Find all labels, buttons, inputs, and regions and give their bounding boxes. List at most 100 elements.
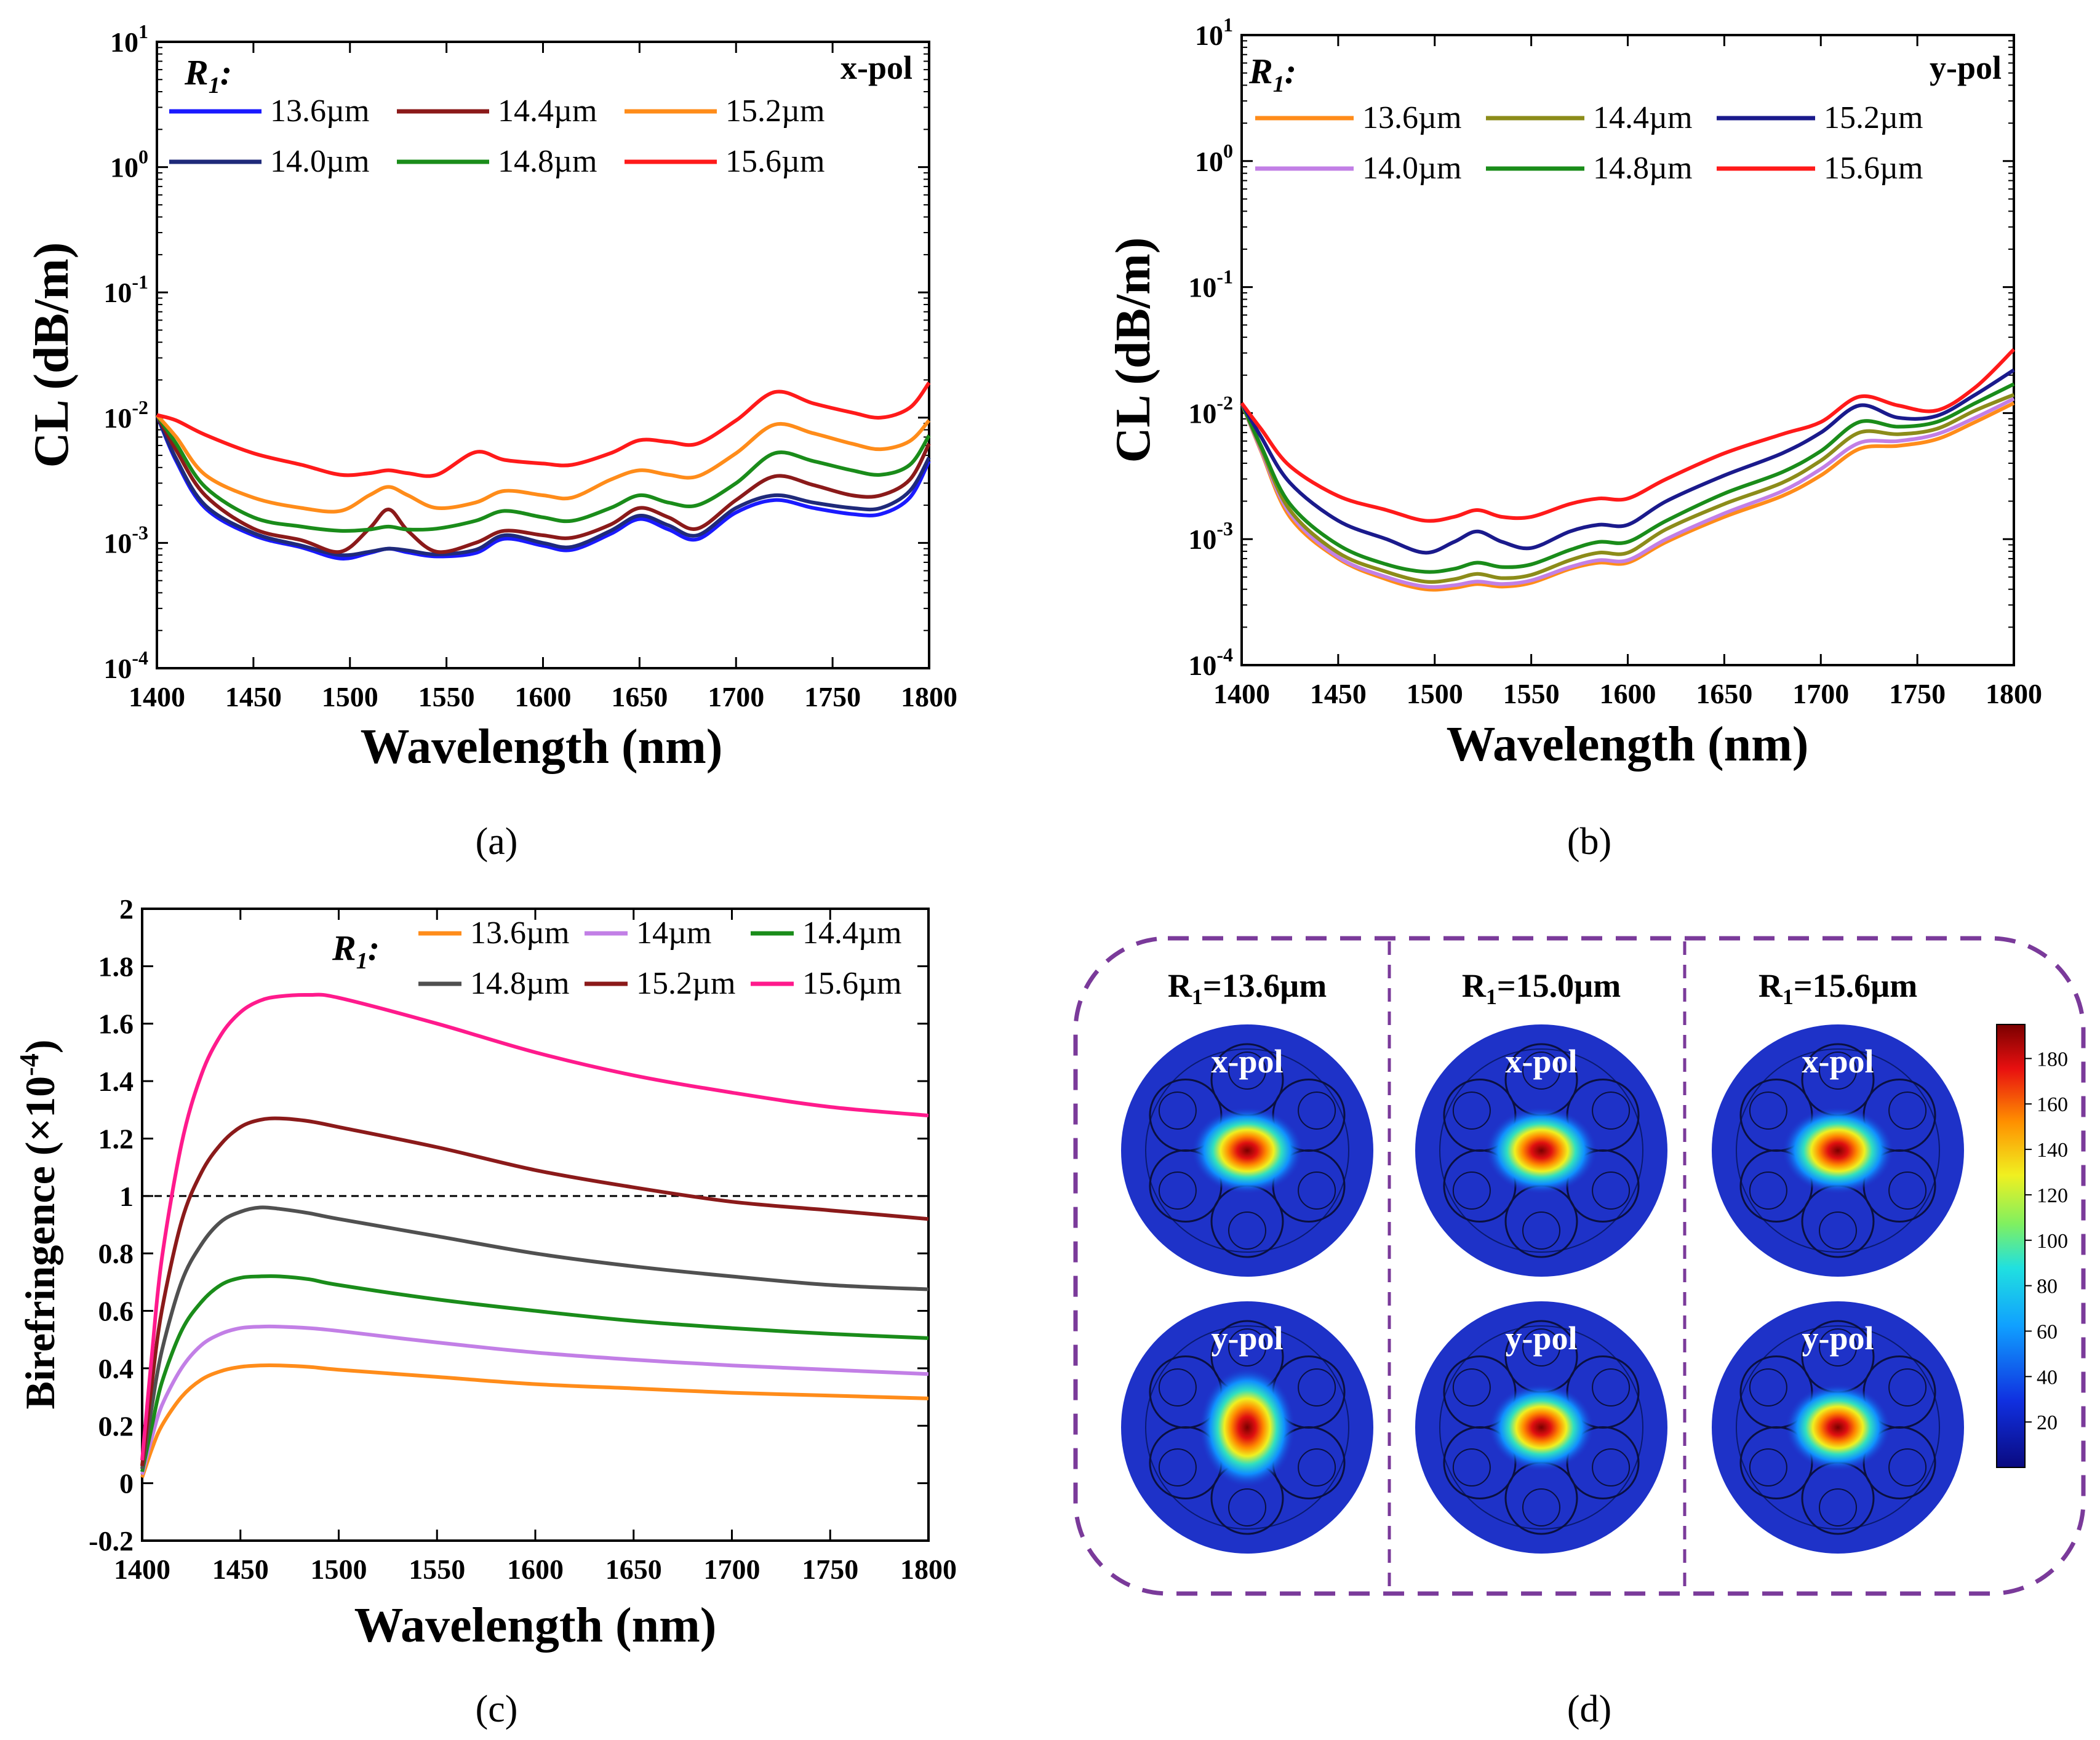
legend-label: 13.6µm: [1362, 100, 1461, 135]
polarization-label: y-pol: [1802, 1320, 1874, 1357]
column-title: R1=15.6µm: [1759, 967, 1917, 1009]
nested-tube: [1298, 1091, 1336, 1130]
column-title: R1=15.0µm: [1462, 967, 1621, 1009]
y-tick-label: 100: [110, 146, 148, 183]
x-tick-label: 1400: [129, 681, 185, 712]
y-axis-ticks: 10-4 10-3 10-2 10-1 100 101: [103, 20, 929, 684]
y-tick-label: 10-4: [103, 647, 148, 684]
nested-tube: [1522, 1052, 1560, 1090]
nested-tube: [1819, 1211, 1857, 1250]
x-axis-ticks: 1400 1450 1500 1550 1600 1650 1700 1750 1800: [1213, 35, 2042, 709]
colorbar-tick-label: 80: [2037, 1275, 2058, 1298]
legend-label: 15.6µm: [1824, 151, 1923, 186]
series-line-14.8µm: [155, 413, 931, 533]
series-line-14.4µm: [140, 1274, 929, 1472]
panel-c-chart: 1400 1450 1500 1550 1600 1650 1700 1750 1800 -0.…: [14, 893, 957, 1730]
panel-label: (b): [1567, 821, 1611, 863]
series-line-15.2µm: [1240, 368, 2015, 555]
colorbar-tick-label: 20: [2037, 1411, 2058, 1434]
nested-tube: [1452, 1448, 1491, 1487]
panel-label: (d): [1567, 1688, 1611, 1730]
legend-label: 13.6µm: [470, 916, 569, 951]
colorbar: 180 160 140 120 100 80 60 40 20: [1996, 1024, 2068, 1468]
nested-tube: [1158, 1091, 1197, 1130]
legend: 13.6µm 14.4µm 15.2µm 14.0µm 14.8µm 15.6µm: [169, 94, 824, 179]
nested-tube: [1228, 1211, 1266, 1250]
x-tick-label: 1650: [611, 681, 668, 712]
legend-title: R1:: [332, 928, 380, 974]
x-tick-label: 1400: [114, 1554, 170, 1585]
colorbar-tick-label: 140: [2037, 1139, 2068, 1162]
colorbar-tick-label: 160: [2037, 1093, 2068, 1116]
nested-tube: [1452, 1368, 1491, 1407]
y-axis-label: CL (dB/m): [1106, 237, 1160, 463]
panel-label: (a): [476, 821, 518, 863]
series-line-15.2µm: [155, 413, 931, 514]
nested-tube: [1158, 1368, 1197, 1407]
series-line-14.0µm: [155, 414, 931, 557]
x-tick-label: 1800: [900, 1554, 957, 1585]
x-axis-label: Wavelength (nm): [354, 1598, 717, 1653]
x-tick-label: 1800: [901, 681, 957, 712]
nested-tube: [1592, 1448, 1631, 1487]
nested-tube: [1452, 1171, 1491, 1210]
legend-label: 15.2µm: [1824, 100, 1923, 135]
legend-label: 14.8µm: [470, 966, 569, 1001]
legend-title: R1:: [1248, 51, 1296, 97]
colorbar-tick-label: 180: [2037, 1048, 2068, 1071]
mode-intensity-spot: [1783, 1107, 1893, 1194]
polarization-label: x-pol: [840, 49, 912, 86]
mode-column-1: R1=13.6µm x-pol y-pol: [1121, 967, 1373, 1554]
legend-label: 14.4µm: [498, 94, 597, 129]
mode-field-y-pol: y-pol: [1415, 1301, 1667, 1554]
y-tick-label: 10-2: [1188, 391, 1233, 429]
mode-columns: R1=13.6µmx-poly-polR1=15.0µmx-poly-polR1…: [1121, 967, 1964, 1554]
nested-tube: [1592, 1171, 1631, 1210]
series-line-15.6µm: [156, 381, 931, 478]
nested-tube: [1522, 1211, 1560, 1250]
y-tick-label: 101: [110, 20, 148, 58]
mode-column-3: R1=15.6µm x-pol y-pol: [1712, 967, 1964, 1554]
colorbar-bar: [1996, 1024, 2026, 1468]
x-tick-label: 1700: [704, 1554, 761, 1585]
series-group: [140, 992, 929, 1479]
mode-field-x-pol: x-pol: [1121, 1024, 1373, 1277]
nested-tube: [1749, 1368, 1787, 1407]
x-tick-label: 1500: [322, 681, 378, 712]
legend-label: 14.8µm: [1593, 151, 1692, 186]
x-tick-label: 1550: [1503, 678, 1560, 709]
x-tick-label: 1700: [1792, 678, 1849, 709]
legend-label: 15.6µm: [725, 144, 824, 179]
nested-tube: [1819, 1488, 1857, 1526]
nested-tube: [1228, 1052, 1266, 1090]
nested-tube: [1592, 1091, 1631, 1130]
nested-tube: [1298, 1171, 1336, 1210]
mode-field-y-pol: y-pol: [1121, 1301, 1373, 1554]
nested-tube: [1888, 1091, 1927, 1130]
nested-tube: [1819, 1052, 1857, 1090]
series-line-15.6µm: [1240, 348, 2016, 523]
nested-tube: [1749, 1091, 1787, 1130]
series-line-14.4µm: [155, 414, 931, 554]
series-line-15.6µm: [140, 992, 929, 1461]
x-tick-label: 1650: [1696, 678, 1752, 709]
legend-label: 14.0µm: [270, 144, 369, 179]
x-tick-label: 1450: [212, 1554, 269, 1585]
y-tick-label: 0.2: [98, 1410, 134, 1442]
series-line-14.4µm: [1240, 393, 2015, 584]
y-tick-label: 100: [1195, 140, 1233, 177]
legend-label: 14.4µm: [802, 916, 901, 951]
panel-b-chart: 1400 1450 1500 1550 1600 1650 1700 1750 1800 10-…: [1106, 14, 2042, 863]
x-tick-label: 1550: [409, 1554, 465, 1585]
x-tick-label: 1750: [802, 1554, 858, 1585]
y-tick-label: 0: [119, 1468, 134, 1499]
y-tick-label: 1: [119, 1181, 134, 1212]
nested-tube: [1158, 1171, 1197, 1210]
polarization-label: y-pol: [1505, 1320, 1577, 1357]
legend-label: 14.0µm: [1362, 151, 1461, 186]
mode-intensity-spot: [1486, 1107, 1597, 1194]
y-tick-label: 0.8: [98, 1238, 134, 1269]
nested-tube: [1452, 1091, 1491, 1130]
polarization-label: x-pol: [1505, 1043, 1577, 1080]
